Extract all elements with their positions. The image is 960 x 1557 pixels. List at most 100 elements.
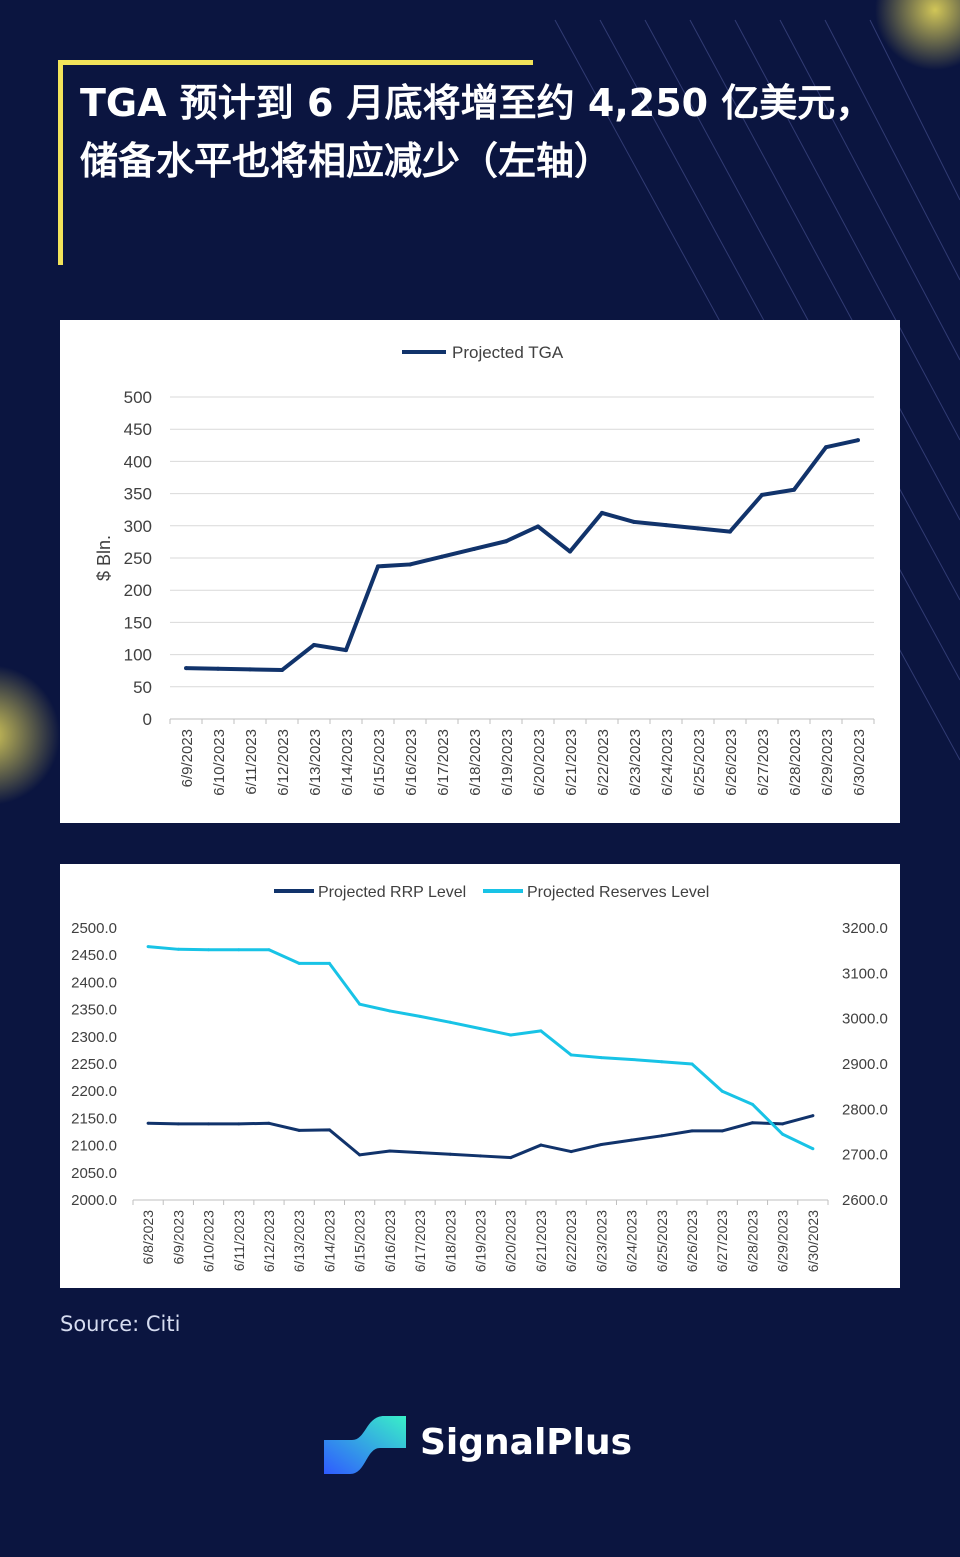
reserves-point xyxy=(448,1020,452,1024)
reserves-point xyxy=(267,948,271,952)
x-tick-label: 6/13/2023 xyxy=(291,1210,307,1272)
x-tick-label: 6/23/2023 xyxy=(593,1210,609,1272)
x-tick-label: 6/28/2023 xyxy=(787,729,804,796)
rrp-point xyxy=(539,1143,543,1147)
legend-label-reserves: Projected Reserves Level xyxy=(527,884,709,901)
rrp-reserves-chart-panel: 2000.0 2050.0 2100.0 2150.0 2200.0 2250.0 2300… xyxy=(60,864,900,1288)
reserves-point xyxy=(750,1102,754,1106)
y-tick-label: 150 xyxy=(124,613,152,632)
y-tick-label: 500 xyxy=(124,388,152,407)
x-tick-label: 6/8/2023 xyxy=(140,1210,156,1265)
reserves-point xyxy=(146,945,150,949)
tga-chart-panel: 0 50 100 150 200 250 300 350 400 450 500 6/9/2023 6/… xyxy=(60,320,900,823)
y-tick-label: 100 xyxy=(124,646,152,665)
rrp-point xyxy=(479,1154,482,1158)
reserves-point xyxy=(509,1033,513,1037)
page-title: TGA 预计到 6 月底将增至约 4,250 亿美元，储备水平也将相应减少（左轴… xyxy=(80,81,874,183)
tga-point xyxy=(312,642,316,647)
reserves-point xyxy=(811,1147,815,1151)
x-tick-label: 6/16/2023 xyxy=(382,1210,398,1272)
right-y-tick-label: 3200.0 xyxy=(842,920,888,937)
rrp-point xyxy=(146,1121,150,1125)
signalplus-logo-icon xyxy=(324,1416,406,1474)
reserves-point xyxy=(539,1029,543,1033)
x-tick-label: 6/15/2023 xyxy=(352,1210,368,1272)
x-tick-label: 6/19/2023 xyxy=(499,729,516,796)
rrp-point xyxy=(418,1151,422,1155)
left-y-tick-label: 2250.0 xyxy=(71,1056,117,1073)
legend-label-rrp: Projected RRP Level xyxy=(318,884,466,901)
tga-point xyxy=(248,667,252,672)
x-tick-label: 6/24/2023 xyxy=(659,729,676,796)
tga-point xyxy=(408,562,412,567)
reserves-point xyxy=(630,1057,634,1061)
rrp-point xyxy=(267,1121,271,1125)
rrp-point xyxy=(690,1129,694,1133)
x-tick-label: 6/25/2023 xyxy=(654,1210,670,1272)
reserves-point xyxy=(720,1089,724,1093)
source-note: Source: Citi xyxy=(60,1312,181,1336)
reserves-point xyxy=(176,947,180,951)
x-tick-label: 6/27/2023 xyxy=(755,729,772,796)
tga-point xyxy=(600,510,604,515)
tga-point xyxy=(824,445,828,450)
rrp-point xyxy=(569,1150,573,1154)
y-tick-label: 250 xyxy=(124,549,152,568)
x-tick-label: 6/18/2023 xyxy=(467,729,484,796)
y-tick-label: 400 xyxy=(124,452,152,471)
x-tick-label: 6/21/2023 xyxy=(563,729,580,796)
reserves-point xyxy=(237,948,241,952)
rrp-point xyxy=(630,1138,634,1142)
rrp-point xyxy=(297,1128,301,1132)
x-tick-label: 6/27/2023 xyxy=(714,1210,730,1272)
tga-point xyxy=(344,648,348,653)
tga-point xyxy=(728,529,732,534)
x-tick-label: 6/14/2023 xyxy=(339,729,356,796)
x-tick-label: 6/30/2023 xyxy=(851,729,868,796)
left-y-tick-label: 2100.0 xyxy=(71,1138,117,1155)
x-tick-label: 6/11/2023 xyxy=(231,1210,247,1271)
tga-point xyxy=(504,539,508,544)
left-y-tick-label: 2000.0 xyxy=(71,1192,117,1209)
x-tick-label: 6/9/2023 xyxy=(170,1210,186,1265)
tga-series-line xyxy=(185,438,859,673)
tga-point xyxy=(280,668,284,673)
rrp-point xyxy=(237,1122,241,1126)
tga-point xyxy=(376,564,380,569)
left-y-tick-label: 2050.0 xyxy=(71,1165,117,1182)
rrp-point xyxy=(660,1134,664,1138)
x-tick-label: 6/26/2023 xyxy=(723,729,740,796)
reserves-point xyxy=(479,1027,482,1031)
y-axis-title: $ Bln. xyxy=(94,535,114,581)
rrp-point xyxy=(781,1122,785,1126)
tga-point xyxy=(664,523,668,528)
x-tick-label: 6/21/2023 xyxy=(533,1210,549,1272)
left-y-tick-label: 2300.0 xyxy=(71,1029,117,1046)
x-tick-label: 6/25/2023 xyxy=(691,729,708,796)
x-tick-label: 6/18/2023 xyxy=(442,1210,458,1272)
x-tick-label: 6/26/2023 xyxy=(684,1210,700,1272)
left-y-tick-label: 2450.0 xyxy=(71,947,117,964)
x-tick-label: 6/24/2023 xyxy=(624,1210,640,1272)
glow-left xyxy=(0,665,60,805)
reserves-point xyxy=(781,1132,785,1136)
reserves-point xyxy=(207,948,211,952)
rrp-point xyxy=(509,1156,513,1160)
tga-point xyxy=(184,666,188,671)
x-tick-label: 6/20/2023 xyxy=(531,729,548,796)
x-tick-label: 6/15/2023 xyxy=(371,729,388,796)
x-tick-label: 6/17/2023 xyxy=(435,729,452,796)
x-tick-label: 6/20/2023 xyxy=(503,1210,519,1272)
tga-point xyxy=(792,487,796,492)
x-tick-label: 6/12/2023 xyxy=(275,729,292,796)
right-y-tick-label: 2900.0 xyxy=(842,1056,888,1073)
x-tick-label: 6/23/2023 xyxy=(627,729,644,796)
x-tick-label: 6/22/2023 xyxy=(595,729,612,796)
right-y-tick-label: 2600.0 xyxy=(842,1192,888,1209)
rrp-series-line xyxy=(148,1114,814,1160)
y-tick-label: 200 xyxy=(124,581,152,600)
tga-point xyxy=(568,549,572,554)
title-accent-frame xyxy=(58,60,533,265)
x-tick-label: 6/28/2023 xyxy=(744,1210,760,1272)
x-tick-label: 6/9/2023 xyxy=(179,729,196,787)
